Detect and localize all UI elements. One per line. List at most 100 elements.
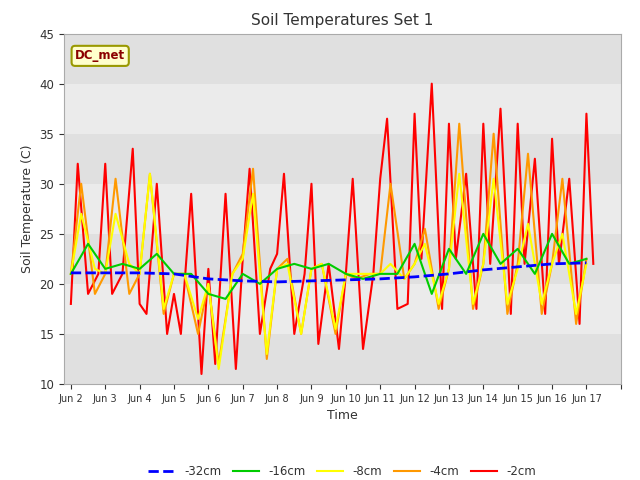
-4cm (582, 256, 590, 262)
-16cm (497, 261, 504, 267)
-8cm (514, 266, 522, 272)
-2cm (335, 346, 343, 352)
-8cm (572, 311, 580, 317)
-32cm (479, 267, 487, 273)
-16cm (101, 266, 109, 272)
-4cm (469, 306, 477, 312)
-4cm (490, 131, 497, 137)
-4cm (249, 166, 257, 172)
-4cm (421, 226, 429, 232)
-8cm (91, 266, 99, 272)
Bar (64, 184, 621, 234)
-8cm (228, 271, 236, 277)
-16cm (514, 246, 522, 252)
-32cm (239, 278, 246, 284)
Title: Soil Temperatures Set 1: Soil Temperatures Set 1 (252, 13, 433, 28)
-8cm (435, 301, 442, 307)
-2cm (589, 261, 597, 267)
Text: DC_met: DC_met (75, 49, 125, 62)
-32cm (67, 270, 75, 276)
-2cm (394, 306, 401, 312)
-8cm (582, 261, 590, 267)
-16cm (359, 276, 367, 282)
-32cm (514, 264, 522, 270)
-8cm (101, 271, 109, 277)
-8cm (421, 241, 429, 247)
-4cm (376, 271, 384, 277)
-4cm (91, 291, 99, 297)
-4cm (180, 271, 188, 277)
-4cm (263, 356, 271, 362)
-16cm (118, 261, 126, 267)
-8cm (504, 301, 511, 307)
-4cm (318, 261, 326, 267)
-8cm (479, 261, 487, 267)
-16cm (136, 266, 143, 272)
-8cm (538, 301, 545, 307)
-16cm (221, 296, 229, 302)
-32cm (205, 276, 212, 282)
Line: -8cm: -8cm (71, 174, 586, 369)
-4cm (125, 291, 133, 297)
-32cm (582, 260, 590, 266)
-32cm (101, 270, 109, 276)
-4cm (332, 331, 339, 337)
-8cm (205, 281, 212, 287)
-16cm (376, 271, 384, 277)
-8cm (180, 271, 188, 277)
-16cm (445, 246, 452, 252)
-4cm (170, 271, 178, 277)
-4cm (194, 331, 202, 337)
-16cm (273, 266, 281, 272)
-8cm (376, 271, 384, 277)
-32cm (136, 270, 143, 276)
-4cm (456, 121, 463, 127)
-8cm (366, 271, 374, 277)
-32cm (411, 274, 419, 280)
-4cm (572, 321, 580, 327)
-2cm (541, 311, 549, 317)
-8cm (125, 261, 133, 267)
-2cm (211, 361, 219, 367)
-8cm (342, 271, 349, 277)
-4cm (445, 266, 452, 272)
-16cm (188, 271, 195, 277)
Line: -32cm: -32cm (71, 263, 586, 282)
-16cm (153, 251, 161, 257)
-2cm (428, 81, 436, 86)
Line: -2cm: -2cm (71, 84, 593, 374)
-4cm (342, 271, 349, 277)
-2cm (108, 291, 116, 297)
-4cm (273, 266, 281, 272)
-16cm (291, 261, 298, 267)
-4cm (559, 176, 566, 181)
Bar (64, 334, 621, 384)
-4cm (205, 281, 212, 287)
-16cm (394, 271, 401, 277)
-8cm (146, 171, 154, 177)
-32cm (445, 271, 452, 277)
-4cm (284, 256, 291, 262)
-4cm (298, 331, 305, 337)
-32cm (308, 278, 316, 284)
-8cm (136, 271, 143, 277)
-16cm (308, 266, 316, 272)
-8cm (273, 266, 281, 272)
-16cm (531, 271, 539, 277)
-4cm (366, 271, 374, 277)
-16cm (479, 231, 487, 237)
-8cm (411, 261, 419, 267)
-8cm (559, 231, 566, 237)
-16cm (170, 271, 178, 277)
-8cm (77, 211, 85, 216)
-4cm (411, 261, 419, 267)
-16cm (548, 231, 556, 237)
-4cm (228, 271, 236, 277)
-16cm (565, 261, 573, 267)
-8cm (194, 316, 202, 322)
-4cm (67, 271, 75, 277)
-4cm (352, 276, 360, 282)
-8cm (318, 261, 326, 267)
-8cm (263, 351, 271, 357)
-2cm (198, 371, 205, 377)
